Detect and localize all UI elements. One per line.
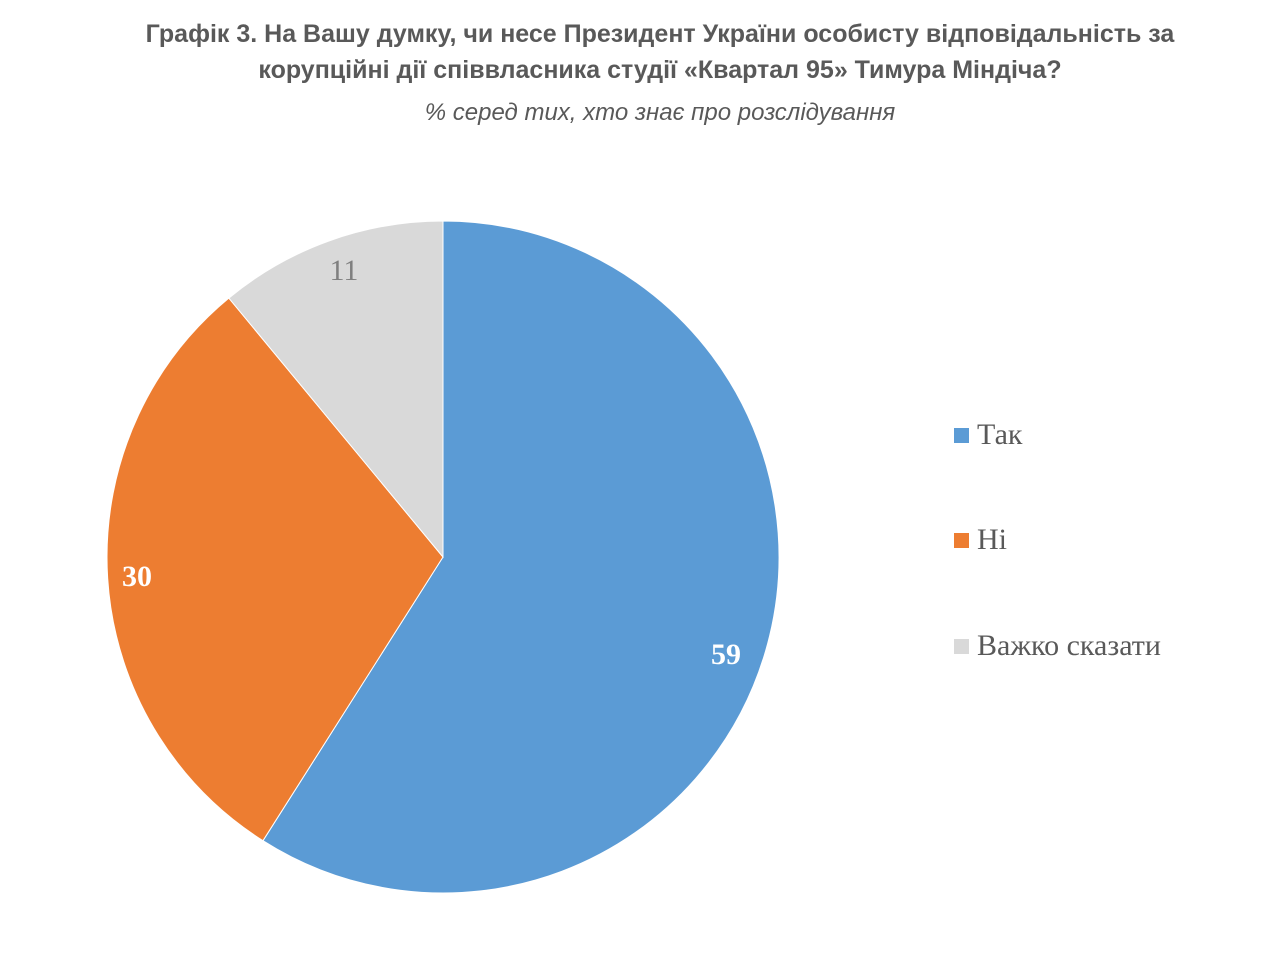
data-label: 11 [330,254,359,287]
legend-item-hard-to-say: Важко сказати [954,629,1161,663]
data-label: 59 [711,638,741,671]
data-label: 30 [122,560,152,593]
legend-label: Так [977,418,1023,451]
legend-item-no: Ні [954,523,1007,557]
chart-subtitle: % серед тих, хто знає про розслідування [424,99,896,126]
legend-swatch-no [954,532,969,548]
legend-swatch-yes [954,427,969,443]
chart-title-line-2: корупційні дії співвласника студії «Квар… [258,56,1062,84]
pie-slice-yes [262,220,780,894]
pie-slice-hard-to-say [228,220,444,559]
legend-label: Ні [977,523,1007,556]
pie-slice-no [106,297,444,842]
legend-label: Важко сказати [977,629,1161,662]
chart-title-line-1: Графік 3. На Вашу думку, чи несе Президе… [145,20,1175,48]
legend-swatch-hard-to-say [954,638,969,654]
chart-title: Графік 3. На Вашу думку, чи несе Президе… [0,16,1280,88]
legend-item-yes: Так [954,418,1022,452]
